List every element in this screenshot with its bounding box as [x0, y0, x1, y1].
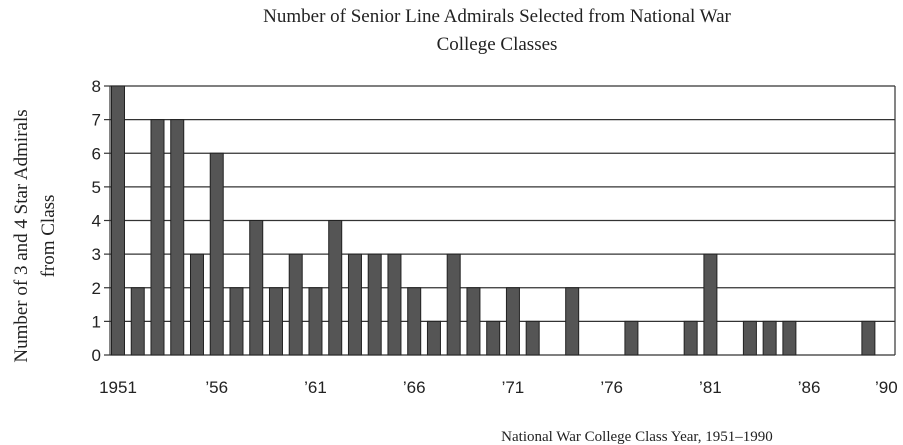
- bar-1983: [742, 320, 757, 356]
- x-tick-label-1976: ’76: [600, 378, 623, 397]
- bar-1970: [486, 320, 501, 356]
- bar-1961: [308, 287, 323, 356]
- bar-1958: [249, 220, 264, 356]
- y-axis-title: Number of 3 and 4 Star Admirals from Cla…: [11, 109, 59, 362]
- bar-1965: [387, 253, 402, 356]
- x-tick-label-1951: 1951: [99, 378, 137, 397]
- x-tick-label-1961: ’61: [304, 378, 327, 397]
- bar-1969: [466, 287, 481, 356]
- bar-1956: [209, 152, 224, 356]
- y-tick-label-8: 8: [92, 77, 101, 96]
- y-axis-title-line-2: from Class: [38, 195, 59, 278]
- y-tick-label-6: 6: [92, 144, 101, 163]
- bar-1966: [407, 287, 422, 356]
- x-tick-label-1966: ’66: [403, 378, 426, 397]
- bar-1953: [150, 119, 165, 356]
- bar-1984: [762, 320, 777, 356]
- bar-1962: [328, 220, 343, 356]
- bar-1964: [367, 253, 382, 356]
- bar-1959: [268, 287, 283, 356]
- bar-1954: [170, 119, 185, 356]
- y-tick-label-7: 7: [92, 111, 101, 130]
- x-tick-label-1990: ’90: [875, 378, 898, 397]
- bar-1955: [189, 253, 204, 356]
- bar-1980: [683, 320, 698, 356]
- bar-1963: [347, 253, 362, 356]
- chart-title-line-2: College Classes: [437, 34, 558, 55]
- bars: [111, 85, 876, 356]
- x-tick-label-1956: ’56: [205, 378, 228, 397]
- y-tick-label-1: 1: [92, 312, 101, 331]
- x-tick-labels: 1951 ’56 ’61 ’66 ’71 ’76 ’81 ’86 ’90: [99, 378, 898, 397]
- x-axis-title: National War College Class Year, 1951–19…: [501, 429, 773, 445]
- y-tick-label-2: 2: [92, 279, 101, 298]
- bar-1985: [782, 320, 797, 356]
- y-tick-label-5: 5: [92, 178, 101, 197]
- chart-title-line-1: Number of Senior Line Admirals Selected …: [263, 6, 731, 27]
- bar-1977: [624, 320, 639, 356]
- x-tick-label-1971: ’71: [502, 378, 525, 397]
- bar-1968: [446, 253, 461, 356]
- bar-1952: [130, 287, 145, 356]
- bar-1974: [565, 287, 580, 356]
- y-tick-labels: 0 1 2 3 4 5 6 7 8: [92, 77, 101, 365]
- bar-1960: [288, 253, 303, 356]
- y-tick-label-0: 0: [92, 346, 101, 365]
- x-tick-label-1986: ’86: [798, 378, 821, 397]
- y-tick-label-3: 3: [92, 245, 101, 264]
- bar-1972: [525, 320, 540, 356]
- bar-1967: [426, 320, 441, 356]
- y-tick-label-4: 4: [92, 212, 101, 231]
- y-axis-title-line-1: Number of 3 and 4 Star Admirals: [11, 109, 32, 362]
- bar-1957: [229, 287, 244, 356]
- bar-1981: [703, 253, 718, 356]
- bar-1989: [861, 320, 876, 356]
- x-tick-label-1981: ’81: [699, 378, 722, 397]
- bar-1951: [111, 85, 125, 356]
- bar-1971: [505, 287, 520, 356]
